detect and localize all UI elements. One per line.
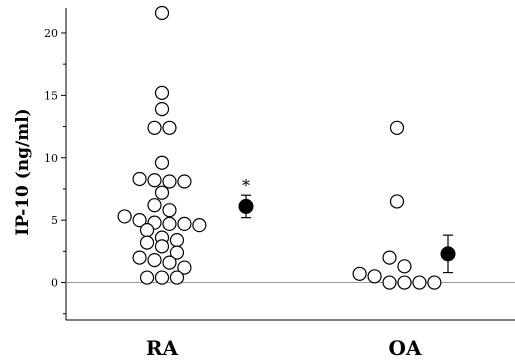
ra-data-point <box>139 270 155 285</box>
ra-data-point <box>169 245 185 260</box>
ra-data-point <box>117 209 132 224</box>
ra-data-point <box>162 203 177 218</box>
ra-data-point <box>139 223 155 238</box>
y-tick-label: 5 <box>51 214 58 227</box>
ra-data-point <box>177 174 192 189</box>
ra-data-point <box>162 174 177 189</box>
category-label-oa: OA <box>389 336 422 360</box>
ra-data-point <box>147 173 162 188</box>
oa-data-point <box>397 259 412 274</box>
ra-data-point <box>162 120 177 135</box>
ra-data-point <box>177 260 192 275</box>
oa-mean-marker <box>440 246 456 262</box>
ra-data-point <box>154 155 170 170</box>
ra-data-point <box>132 250 147 265</box>
ra-data-point <box>154 101 170 117</box>
category-label-ra: RA <box>146 336 179 360</box>
y-tick-label: 15 <box>44 89 58 102</box>
ra-data-point <box>162 216 177 232</box>
ra-significance-marker: * <box>242 176 250 195</box>
ra-data-point <box>132 171 147 187</box>
oa-data-point <box>412 275 427 290</box>
oa-data-point <box>427 275 442 290</box>
ra-data-point <box>169 270 185 285</box>
oa-data-point <box>352 266 367 281</box>
y-tick-label: 10 <box>44 152 58 165</box>
ra-data-point <box>154 270 170 285</box>
ra-data-point <box>154 5 170 21</box>
y-axis-label: IP-10 (ng/ml) <box>13 108 33 235</box>
y-tick-label: 20 <box>44 27 58 40</box>
ra-data-point <box>169 233 185 248</box>
oa-data-point <box>397 275 412 290</box>
y-tick-label: 0 <box>51 277 58 290</box>
ra-data-point <box>177 216 192 232</box>
ra-data-point <box>139 235 155 250</box>
oa-data-point <box>389 194 405 209</box>
ra-data-point <box>147 198 162 213</box>
ra-mean-marker <box>238 198 254 214</box>
ra-data-point <box>154 239 170 254</box>
ra-data-point <box>162 255 177 270</box>
oa-data-point <box>389 120 405 135</box>
oa-data-point <box>367 269 382 284</box>
ra-data-point <box>154 185 170 200</box>
ra-data-point <box>132 213 147 228</box>
plot-area: 0 5 10 15 20 * <box>44 5 515 321</box>
oa-data-point <box>382 275 397 290</box>
ra-data-point <box>147 120 162 135</box>
oa-data-point <box>382 250 397 265</box>
ra-data-point <box>192 218 207 233</box>
ra-data-point <box>154 85 170 100</box>
ra-data-point <box>147 252 162 268</box>
